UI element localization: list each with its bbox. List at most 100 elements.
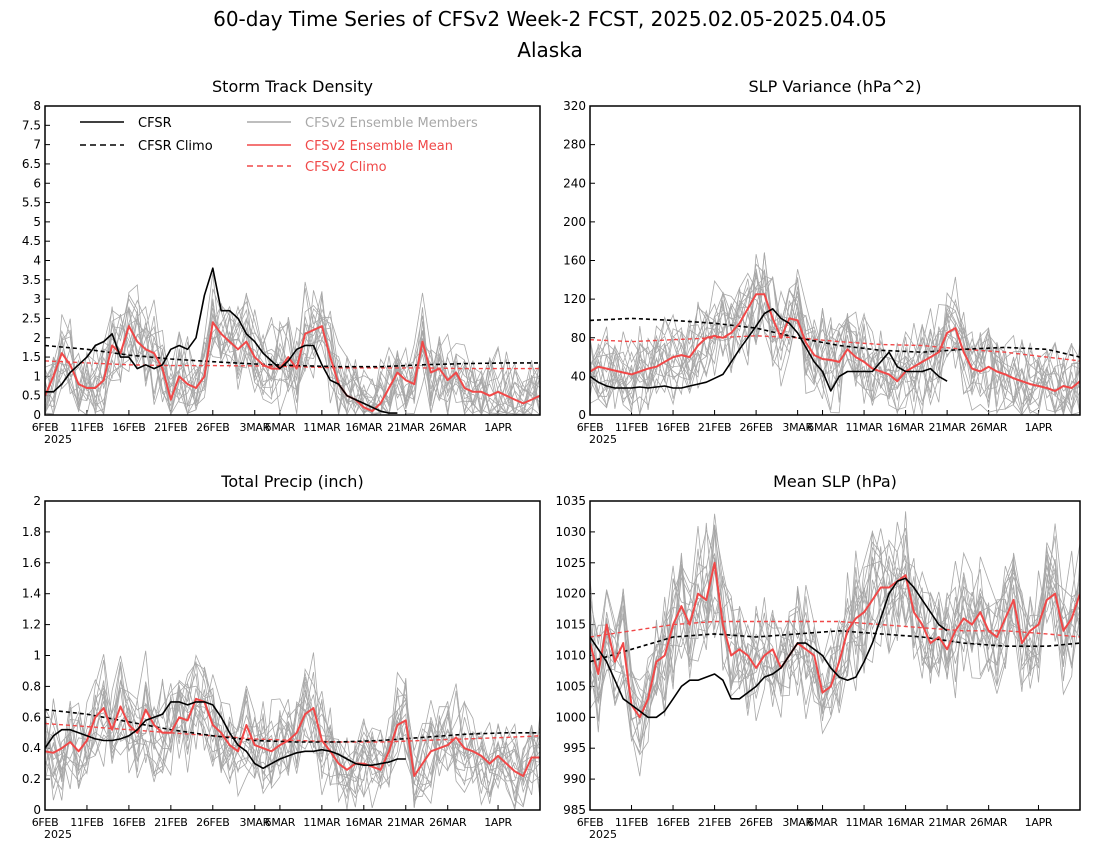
x-tick-label: 21MAR xyxy=(929,421,967,434)
x-tick-label: 26MAR xyxy=(429,816,467,829)
x-tick-label: 26FEB xyxy=(196,816,229,829)
series-cfsr-climo xyxy=(590,629,1080,663)
y-tick-label: 995 xyxy=(563,741,586,755)
y-tick-label: 200 xyxy=(563,215,586,229)
x-tick-label: 26FEB xyxy=(196,421,229,434)
y-tick-label: 80 xyxy=(571,331,586,345)
series-ensemble-member xyxy=(590,532,1080,722)
x-tick-label: 16MAR xyxy=(345,816,383,829)
series-ensemble-member xyxy=(590,527,1080,777)
charts-grid: Storm Track Density 0 0.5 1 1.5 2 2.5 3 3.5 4 4.5 5… xyxy=(22,77,1081,841)
y-tick-label: 2 xyxy=(33,331,41,345)
y-tick-label: 0 xyxy=(33,803,41,817)
y-tick-label: 0.4 xyxy=(22,741,41,755)
x-tick-label: 11FEB xyxy=(70,421,103,434)
plot-frame xyxy=(44,500,541,811)
series-ensemble-member xyxy=(590,546,1080,696)
series-ensemble-member xyxy=(590,271,1080,413)
series-cfsr xyxy=(45,701,406,770)
y-tick-label: 160 xyxy=(563,254,586,268)
x-tick-label: 26MAR xyxy=(970,816,1008,829)
y-tick-label: 0.6 xyxy=(22,710,41,724)
x-tick-label: 21MAR xyxy=(387,421,425,434)
y-tick-label: 1030 xyxy=(555,525,586,539)
series-ensemble-member xyxy=(590,291,1080,414)
x-tick-label: 26MAR xyxy=(429,421,467,434)
x-tick-label: 16MAR xyxy=(345,421,383,434)
legend-label-ens-mean: CFSv2 Ensemble Mean xyxy=(305,139,453,154)
x-tick-label: 11MAR xyxy=(845,421,883,434)
y-tick-label: 6.5 xyxy=(22,157,41,171)
y-tick-label: 1015 xyxy=(555,618,586,632)
plot-frame xyxy=(44,105,541,416)
series-ensemble-member xyxy=(45,288,540,415)
legend-label-ens-members: CFSv2 Ensemble Members xyxy=(305,116,478,131)
y-tick-label: 1.8 xyxy=(22,525,41,539)
y-tick-label: 2 xyxy=(33,494,41,508)
chart-title: Storm Track Density xyxy=(212,77,373,96)
x-tick-label: 21FEB xyxy=(698,816,731,829)
series-ensemble-member xyxy=(590,522,1080,725)
y-tick-label: 4.5 xyxy=(22,234,41,248)
y-tick-label: 120 xyxy=(563,292,586,306)
y-tick-label: 3 xyxy=(33,292,41,306)
x-tick-label: 16FEB xyxy=(656,421,689,434)
series-cfsr-climo xyxy=(45,708,540,743)
series-ensemble-member xyxy=(590,556,1080,720)
y-tick-label: 3.5 xyxy=(22,273,41,287)
series-ensemble-member xyxy=(45,654,540,794)
series-cfsr xyxy=(590,577,948,719)
series-ensemble-member xyxy=(590,541,1080,747)
x-tick-label: 11FEB xyxy=(615,421,648,434)
legend-label-cfsr: CFSR xyxy=(138,116,172,131)
y-tick-label: 1000 xyxy=(555,710,586,724)
y-tick-label: 990 xyxy=(563,772,586,786)
x-tick-label: 6FEB xyxy=(577,421,604,434)
series-cfsr xyxy=(45,267,398,414)
plot-area xyxy=(45,650,540,810)
x-tick-label: 11FEB xyxy=(70,816,103,829)
y-tick-label: 985 xyxy=(563,803,586,817)
series-ensemble-mean xyxy=(590,561,1080,719)
x-tick-label: 11MAR xyxy=(845,816,883,829)
series-ensemble-member xyxy=(45,292,540,415)
y-tick-label: 0 xyxy=(578,408,586,422)
chart-title: SLP Variance (hPa^2) xyxy=(749,77,922,96)
y-tick-label: 1025 xyxy=(555,556,586,570)
y-tick-label: 1.4 xyxy=(22,587,41,601)
y-tick-label: 240 xyxy=(563,176,586,190)
x-tick-label: 16FEB xyxy=(112,816,145,829)
series-ensemble-member xyxy=(590,553,1080,712)
x-tick-label: 21MAR xyxy=(929,816,967,829)
y-tick-label: 0.2 xyxy=(22,772,41,786)
chart-title: Total Precip (inch) xyxy=(220,472,363,491)
x-tick-label: 3MAR xyxy=(782,816,813,829)
x-tick-label: 11MAR xyxy=(303,421,341,434)
y-tick-label: 5 xyxy=(33,215,41,229)
y-tick-label: 1020 xyxy=(555,587,586,601)
x-tick-label: 6FEB xyxy=(577,816,604,829)
series-cfsv2-climo xyxy=(45,722,540,743)
x-tick-label: 1APR xyxy=(484,421,512,434)
y-tick-label: 5.5 xyxy=(22,196,41,210)
legend: CFSR CFSR Climo CFSv2 Ensemble Members C… xyxy=(80,116,478,175)
series-ensemble-member xyxy=(590,511,1080,721)
figure-subtitle: Alaska xyxy=(517,38,582,62)
plot-area xyxy=(45,267,540,415)
series-ensemble-mean xyxy=(590,293,1080,392)
y-tick-label: 1 xyxy=(33,369,41,383)
series-cfsv2-climo xyxy=(590,335,1080,362)
series-ensemble-member xyxy=(590,558,1080,748)
x-tick-label: 6MAR xyxy=(807,421,838,434)
series-ensemble-member xyxy=(590,273,1080,415)
y-tick-label: 1.5 xyxy=(22,350,41,364)
x-tick-label: 11MAR xyxy=(303,816,341,829)
y-tick-label: 2.5 xyxy=(22,311,41,325)
y-tick-label: 1.6 xyxy=(22,556,41,570)
x-tick-label: 16FEB xyxy=(112,421,145,434)
series-ensemble-member xyxy=(45,305,540,415)
plot-frame xyxy=(589,105,1081,416)
y-tick-label: 1 xyxy=(33,649,41,663)
y-tick-label: 7 xyxy=(33,138,41,152)
